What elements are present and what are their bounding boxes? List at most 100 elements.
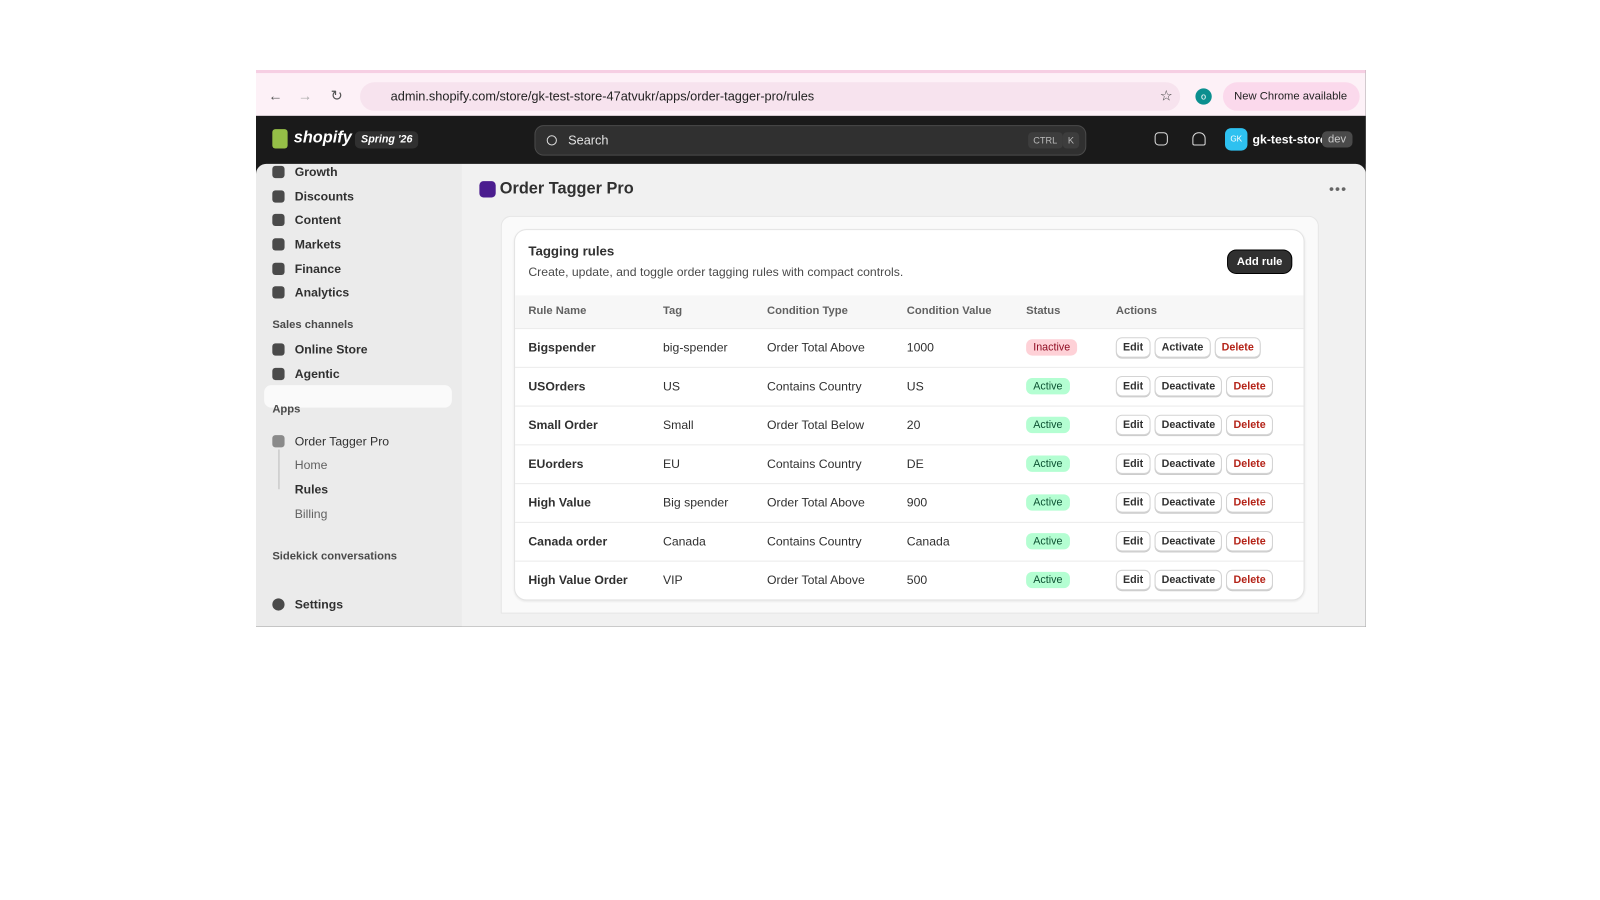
rule-name: Canada order <box>528 534 608 549</box>
nav-item[interactable]: Discounts <box>294 189 354 204</box>
condition-value: DE <box>906 456 924 471</box>
nav-item[interactable]: Agentic <box>294 366 340 382</box>
condition-type: Order Total Above <box>767 495 865 510</box>
more-button[interactable]: ••• <box>1329 180 1348 197</box>
condition-value: 1000 <box>906 340 934 355</box>
action-button[interactable]: Activate <box>1154 337 1211 358</box>
logo[interactable]: shopify <box>293 129 352 147</box>
nav-item[interactable]: Growth <box>294 164 338 180</box>
nav-icon <box>272 286 285 299</box>
page-title: Order Tagger Pro <box>499 180 634 198</box>
action-button[interactable]: Delete <box>1226 414 1273 436</box>
section-heading[interactable]: Sales channels <box>272 318 354 332</box>
action-button[interactable]: Delete <box>1226 453 1273 474</box>
action-button[interactable]: Edit <box>1115 414 1151 436</box>
condition-value: 900 <box>906 495 928 510</box>
action-button[interactable]: Delete <box>1226 531 1273 552</box>
browser-toolbar: ← → ↻ admin.shopify.com/store/gk-test-st… <box>256 70 1366 116</box>
status-badge: Active <box>1026 455 1070 472</box>
action-button[interactable]: Deactivate <box>1154 569 1223 591</box>
action-button[interactable]: Deactivate <box>1154 414 1223 436</box>
action-button[interactable]: Deactivate <box>1154 492 1223 513</box>
row-divider <box>515 483 1304 485</box>
nav-item[interactable]: Finance <box>294 261 342 277</box>
row-divider <box>515 560 1304 562</box>
app-icon <box>479 181 496 198</box>
notifications-icon[interactable] <box>1192 132 1206 146</box>
profile-avatar[interactable]: o <box>1195 88 1212 105</box>
inbox-icon[interactable] <box>1154 132 1168 146</box>
nav-icon <box>272 165 285 179</box>
search-box[interactable]: Search CTRL K <box>534 125 1087 156</box>
address-bar[interactable]: admin.shopify.com/store/gk-test-store-47… <box>360 82 1181 111</box>
nav-icon <box>272 367 285 381</box>
action-button[interactable]: Edit <box>1115 492 1151 513</box>
column-header: Status <box>1026 304 1061 317</box>
status-badge: Inactive <box>1026 339 1078 356</box>
shortcut-key: K <box>1062 132 1080 149</box>
section-heading[interactable]: Apps <box>272 403 301 416</box>
row-divider <box>515 521 1304 523</box>
browser-window: ← → ↻ admin.shopify.com/store/gk-test-st… <box>256 70 1366 627</box>
status-badge: Active <box>1026 571 1070 589</box>
bookmark-star[interactable]: ☆ <box>1159 87 1173 104</box>
action-button[interactable]: Edit <box>1115 453 1151 474</box>
tag: US <box>662 379 680 394</box>
nav-item[interactable]: Markets <box>294 237 342 252</box>
condition-value: Canada <box>906 534 950 549</box>
url: admin.shopify.com/store/gk-test-store-47… <box>390 89 815 104</box>
condition-type: Contains Country <box>767 456 862 471</box>
action-button[interactable]: Deactivate <box>1154 453 1223 474</box>
action-button[interactable]: Edit <box>1115 569 1151 591</box>
back-button[interactable]: ← <box>268 87 283 104</box>
update-button[interactable]: New Chrome available <box>1222 82 1360 111</box>
status-badge: Active <box>1026 378 1070 395</box>
action-button[interactable]: Delete <box>1226 492 1273 513</box>
nav-item[interactable]: Online Store <box>294 342 368 357</box>
action-button[interactable]: Deactivate <box>1154 376 1223 397</box>
column-header: Condition Value <box>906 304 992 317</box>
tag: big-spender <box>662 340 728 355</box>
active-nav-highlight <box>264 385 452 408</box>
nav-item[interactable]: Settings <box>294 597 344 612</box>
card-title: Tagging rules <box>528 243 615 259</box>
reload-button[interactable]: ↻ <box>330 87 343 104</box>
table-header <box>515 295 1304 330</box>
nav-icon <box>272 343 285 356</box>
nav-icon <box>272 435 285 448</box>
search-placeholder: Search <box>568 133 609 148</box>
sub-nav-item[interactable]: Home <box>294 457 328 472</box>
sub-nav-item[interactable]: Rules <box>294 482 329 497</box>
rule-name: USOrders <box>528 379 586 394</box>
action-button[interactable]: Delete <box>1226 569 1273 591</box>
condition-type: Order Total Below <box>767 417 865 433</box>
nav-item[interactable]: Analytics <box>294 285 350 300</box>
condition-value: US <box>906 379 924 394</box>
sub-nav-item[interactable]: Billing <box>294 506 328 521</box>
store-avatar[interactable]: GK <box>1225 128 1248 151</box>
admin-topbar: shopify Spring '26 Search CTRL K GK gk-t… <box>256 115 1366 164</box>
action-button[interactable]: Edit <box>1115 531 1151 552</box>
condition-type: Contains Country <box>767 379 862 394</box>
action-button[interactable]: Delete <box>1226 376 1273 397</box>
action-button[interactable]: Edit <box>1115 337 1151 358</box>
action-button[interactable]: Deactivate <box>1154 531 1223 552</box>
nav-item[interactable]: Order Tagger Pro <box>294 434 390 449</box>
nav-icon <box>272 598 285 611</box>
shortcut-key: CTRL <box>1028 132 1063 149</box>
section-heading[interactable]: Sidekick conversations <box>272 550 398 563</box>
action-button[interactable]: Edit <box>1115 376 1151 397</box>
logo-icon <box>272 129 288 149</box>
forward-button[interactable]: → <box>297 87 313 104</box>
tree-line <box>278 449 280 490</box>
nav-icon <box>272 213 285 227</box>
nav-item[interactable]: Content <box>294 212 341 228</box>
column-header: Rule Name <box>528 304 587 317</box>
condition-value: 500 <box>906 572 928 588</box>
rule-name: High Value Order <box>528 572 628 588</box>
add-rule-button[interactable]: Add rule <box>1228 250 1292 273</box>
action-button[interactable]: Delete <box>1214 337 1261 358</box>
store-name[interactable]: gk-test-store <box>1252 132 1327 147</box>
